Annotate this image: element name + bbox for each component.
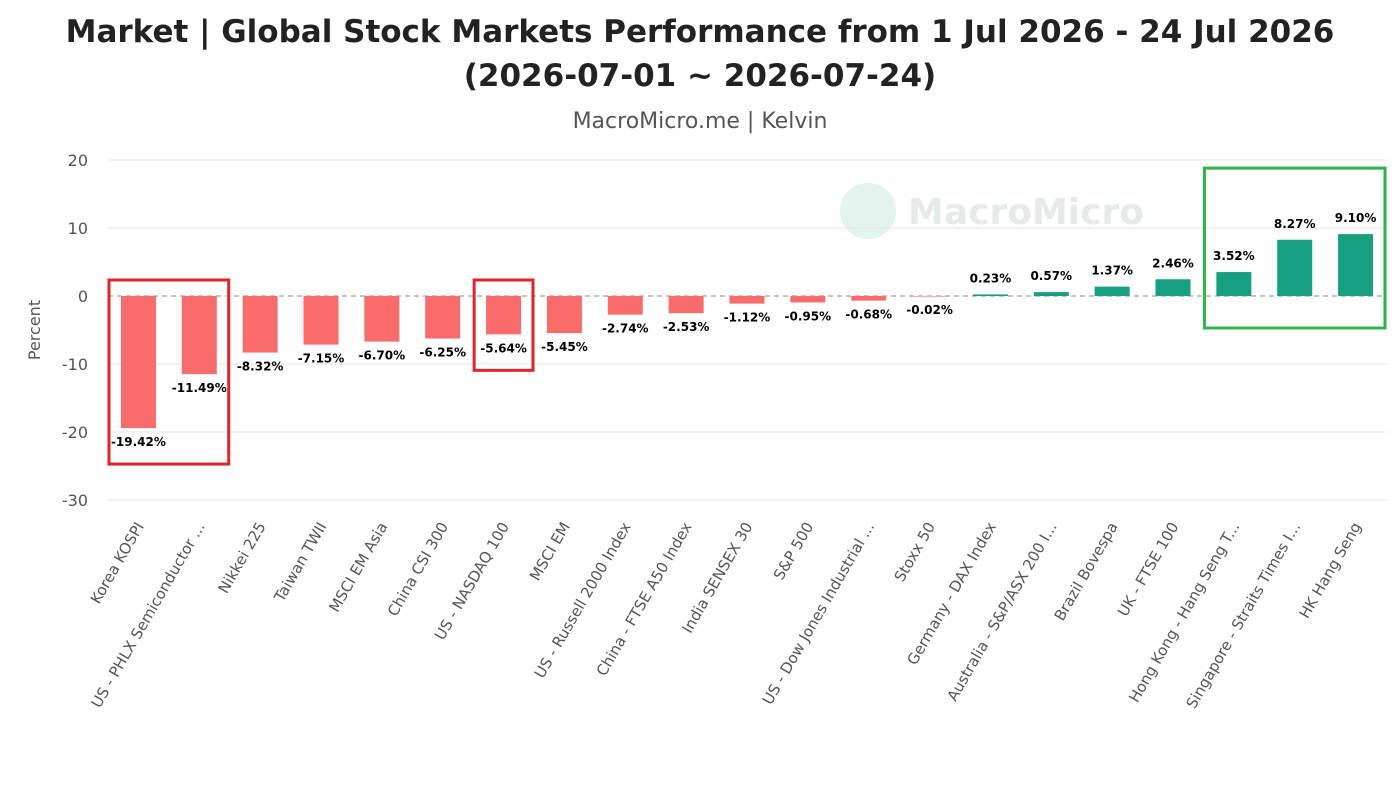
data-label: -2.74%: [602, 322, 649, 336]
bar: [729, 296, 765, 304]
data-label: -0.95%: [785, 309, 832, 323]
data-label: -11.49%: [172, 381, 227, 395]
x-tick-label: Korea KOSPI: [87, 519, 148, 607]
bar: [1277, 239, 1313, 296]
y-tick-label: 20: [68, 151, 88, 170]
x-tick-label: MSCI EM: [526, 519, 574, 584]
bar: [1094, 286, 1130, 296]
bar: [851, 296, 887, 301]
data-label: -1.12%: [724, 311, 771, 325]
data-label: 1.37%: [1091, 264, 1133, 278]
data-label: 3.52%: [1213, 249, 1255, 263]
highlight-box: [1202, 166, 1387, 330]
data-label: -0.02%: [906, 303, 953, 317]
data-label: 0.23%: [970, 271, 1012, 285]
bar: [1155, 279, 1191, 296]
x-tick-label: UK - FTSE 100: [1114, 519, 1182, 620]
chart-title: Market | Global Stock Markets Performanc…: [0, 10, 1400, 98]
x-tick-label: US - PHLX Semiconductor ...: [88, 519, 209, 711]
x-tick-label: Hong Kong - Hang Seng T...: [1125, 519, 1243, 706]
watermark-text: MacroMicro: [908, 192, 1144, 233]
data-label: -5.64%: [480, 341, 527, 355]
data-label: -7.15%: [298, 352, 345, 366]
x-tick-label: China CSI 300: [384, 519, 452, 619]
data-label: -0.68%: [845, 308, 892, 322]
y-tick-label: -10: [62, 355, 88, 374]
data-label: -6.25%: [419, 346, 466, 360]
data-label: 8.27%: [1274, 217, 1316, 231]
bar: [120, 296, 156, 429]
bar: [912, 296, 948, 297]
x-tick-label: S&P 500: [770, 519, 817, 583]
x-tick-label: Singapore - Straits Times I...: [1183, 519, 1305, 712]
data-label: -19.42%: [111, 435, 166, 449]
chart-title-line2: (2026-07-01 ~ 2026-07-24): [463, 58, 937, 94]
bar: [790, 296, 826, 303]
bar: [668, 296, 704, 314]
data-label: 2.46%: [1152, 256, 1194, 270]
bar: [1338, 234, 1374, 296]
bar: [1216, 272, 1252, 296]
x-tick-label: Australia - S&P/ASX 200 I...: [943, 519, 1060, 704]
bar: [364, 296, 400, 342]
highlight-box: [107, 278, 231, 466]
bar: [242, 296, 278, 353]
data-label: -8.32%: [237, 360, 284, 374]
watermark-logo-icon: [840, 183, 896, 239]
bar: [546, 296, 582, 334]
highlight-box: [472, 278, 535, 372]
bar: [181, 296, 217, 375]
chart-subtitle: MacroMicro.me | Kelvin: [572, 109, 828, 134]
x-tick-label: MSCI EM Asia: [325, 519, 391, 615]
y-tick-label: 0: [78, 287, 88, 306]
watermark: MacroMicro: [840, 183, 1144, 239]
y-tick-label: 10: [68, 219, 88, 238]
data-label: -6.70%: [359, 349, 406, 363]
x-tick-label: US - Dow Jones Industrial ...: [759, 519, 878, 708]
y-tick-label: -20: [62, 423, 88, 442]
x-tick-label: HK Hang Seng: [1295, 519, 1365, 621]
bar: [972, 294, 1008, 296]
x-tick-label: Stoxx 50: [891, 519, 939, 585]
x-tick-label: Taiwan TWII: [270, 519, 330, 606]
y-tick-label: -30: [62, 491, 88, 510]
bar: [607, 296, 643, 315]
data-label: -2.53%: [663, 320, 710, 334]
data-label: 0.57%: [1030, 269, 1072, 283]
x-tick-label: Nikkei 225: [215, 519, 270, 596]
bar: [425, 296, 461, 339]
data-label: 9.10%: [1335, 211, 1377, 225]
chart-title-line1: Market | Global Stock Markets Performanc…: [65, 14, 1335, 50]
y-axis-label: Percent: [25, 300, 44, 360]
bar: [1033, 292, 1069, 296]
data-label: -5.45%: [541, 340, 588, 354]
x-tick-label: Brazil Bovespa: [1051, 519, 1122, 624]
bar: [303, 296, 339, 345]
bar: [486, 296, 522, 335]
